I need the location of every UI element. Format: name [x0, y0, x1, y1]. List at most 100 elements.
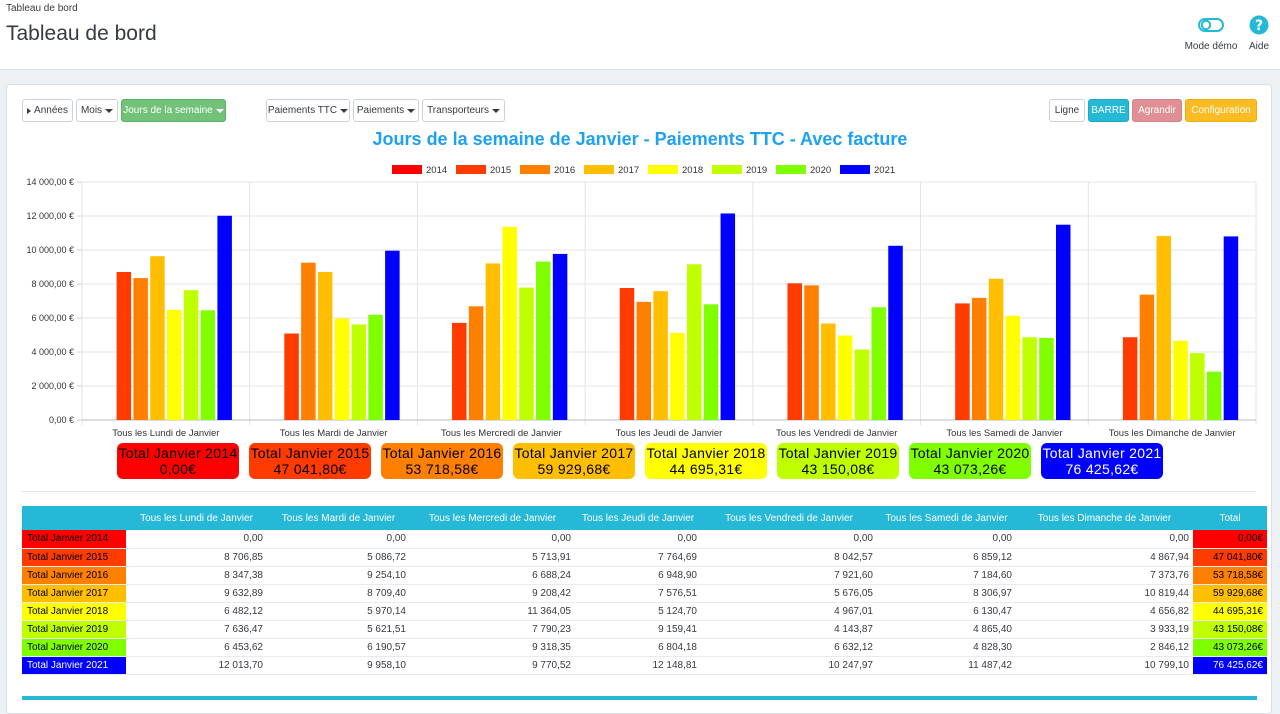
y-tick-label: 10 000,00 €: [26, 245, 74, 255]
y-tick-label: 6 000,00 €: [31, 313, 74, 323]
row-total-cell: 53 718,58€: [1193, 566, 1267, 585]
bar: [871, 307, 886, 420]
filter-annees-button[interactable]: Années: [22, 99, 73, 122]
legend-swatch: [840, 165, 870, 174]
configuration-button[interactable]: Configuration: [1185, 99, 1257, 122]
table-cell: 6 948,90: [575, 566, 701, 585]
table-cell: 7 636,47: [126, 620, 267, 639]
table-cell: 8 706,85: [126, 548, 267, 567]
table-cell: 12 013,70: [126, 656, 267, 675]
agrandir-button[interactable]: Agrandir: [1132, 99, 1182, 122]
help-icon: ?: [1249, 15, 1269, 35]
divider: [22, 491, 1256, 492]
bar: [1206, 371, 1222, 420]
top-header: Tableau de bord Tableau de bord Mode dém…: [0, 0, 1280, 70]
table-cell: 6 482,12: [126, 602, 267, 621]
bar: [368, 314, 383, 420]
y-tick-label: 14 000,00 €: [26, 177, 74, 187]
y-tick-label: 0,00 €: [49, 415, 74, 425]
bar: [536, 261, 551, 420]
bar: [636, 301, 652, 420]
bar: [334, 318, 350, 420]
filter-paiements-button[interactable]: Paiements: [353, 99, 419, 122]
table-header-cell: Tous les Mardi de Janvier: [267, 506, 410, 530]
table-cell: 10 247,97: [701, 656, 877, 675]
table-row: Total Janvier 2018 6 482,12 5 970,14 11 364…: [22, 602, 1267, 621]
filter-transporteurs-button[interactable]: Transporteurs: [422, 99, 505, 122]
bar: [988, 278, 1004, 420]
bar: [1039, 337, 1054, 420]
bar: [519, 287, 534, 420]
table-cell: 5 676,05: [701, 584, 877, 603]
row-label-cell: Total Janvier 2016: [22, 566, 126, 585]
table-cell: 4 656,82: [1016, 602, 1193, 621]
view-barre-button[interactable]: BARRE: [1088, 99, 1129, 122]
table-cell: 6 859,12: [877, 548, 1016, 567]
breadcrumb[interactable]: Tableau de bord: [6, 3, 78, 14]
toggle-icon: [1198, 18, 1224, 32]
table-cell: 9 770,52: [410, 656, 575, 675]
bar: [1055, 224, 1071, 420]
legend-label: 2015: [490, 165, 511, 176]
bar: [720, 213, 736, 420]
row-total-cell: 59 929,68€: [1193, 584, 1267, 603]
filter-jours-button[interactable]: Jours de la semaine: [121, 99, 226, 122]
table-cell: 10 799,10: [1016, 656, 1193, 675]
table-cell: 9 318,35: [410, 638, 575, 657]
total-box-label: Total Janvier 2016: [382, 445, 502, 461]
bar: [1190, 353, 1205, 420]
table-cell: 11 364,05: [410, 602, 575, 621]
help-button[interactable]: ? Aide: [1244, 14, 1274, 52]
table-header-row: Tous les Lundi de Janvier Tous les Mardi …: [22, 506, 1267, 530]
bar: [804, 285, 819, 420]
svg-text:?: ?: [1255, 18, 1263, 34]
bar: [351, 324, 367, 420]
y-tick-label: 4 000,00 €: [31, 347, 74, 357]
table-cell: 9 958,10: [267, 656, 410, 675]
table-cell: 6 688,24: [410, 566, 575, 585]
total-box-value: 47 041,80€: [273, 461, 347, 477]
filter-jours-label: Jours de la semaine: [123, 105, 213, 116]
bar: [703, 304, 719, 420]
bar: [200, 310, 216, 420]
legend-label: 2019: [746, 165, 767, 176]
bar: [854, 349, 870, 420]
table-cell: 11 487,42: [877, 656, 1016, 675]
bar: [670, 332, 685, 420]
total-box-value: 76 425,62€: [1065, 461, 1139, 477]
table-cell: 12 148,81: [575, 656, 701, 675]
table-row: Total Janvier 2020 6 453,62 6 190,57 9 318,…: [22, 638, 1267, 657]
table-cell: 7 373,76: [1016, 566, 1193, 585]
demo-mode-toggle[interactable]: Mode démo: [1182, 14, 1240, 52]
table-cell: 4 828,30: [877, 638, 1016, 657]
total-box: Total Janvier 2016 53 718,58€: [381, 443, 503, 479]
bar: [619, 288, 635, 420]
table-header-cell: [22, 506, 126, 530]
bar: [1122, 337, 1138, 420]
table-row: Total Janvier 2021 12 013,70 9 958,10 9 770…: [22, 656, 1267, 675]
total-box: Total Janvier 2020 43 073,26€: [909, 443, 1031, 479]
table-header-cell: Tous les Jeudi de Janvier: [575, 506, 701, 530]
total-box-value: 44 695,31€: [669, 461, 743, 477]
view-ligne-button[interactable]: Ligne: [1049, 99, 1085, 122]
legend-swatch: [648, 165, 678, 174]
table-header-cell: Tous les Samedi de Janvier: [877, 506, 1016, 530]
table-cell: 10 819,44: [1016, 584, 1193, 603]
filter-paiements-ttc-button[interactable]: Paiements TTC: [266, 99, 350, 122]
caret-down-icon: [407, 108, 416, 113]
bar: [301, 262, 316, 420]
table-cell: 4 867,94: [1016, 548, 1193, 567]
total-box: Total Janvier 2017 59 929,68€: [513, 443, 635, 479]
bar-chart: 0,00 € 2 000,00 € 4 000,00 € 6 000,00 € 8 00…: [26, 165, 1257, 439]
total-box: Total Janvier 2014 0,00€: [117, 443, 239, 479]
table-cell: 4 967,01: [701, 602, 877, 621]
demo-mode-label: Mode démo: [1184, 41, 1238, 52]
caret-down-icon: [491, 108, 500, 113]
row-label-cell: Total Janvier 2019: [22, 620, 126, 639]
bar: [385, 250, 400, 420]
row-label-cell: Total Janvier 2017: [22, 584, 126, 603]
table-row: Total Janvier 2017 9 632,89 8 709,40 9 208,…: [22, 584, 1267, 603]
caret-down-icon: [340, 108, 349, 113]
filter-mois-button[interactable]: Mois: [76, 99, 118, 122]
bar: [284, 333, 299, 420]
